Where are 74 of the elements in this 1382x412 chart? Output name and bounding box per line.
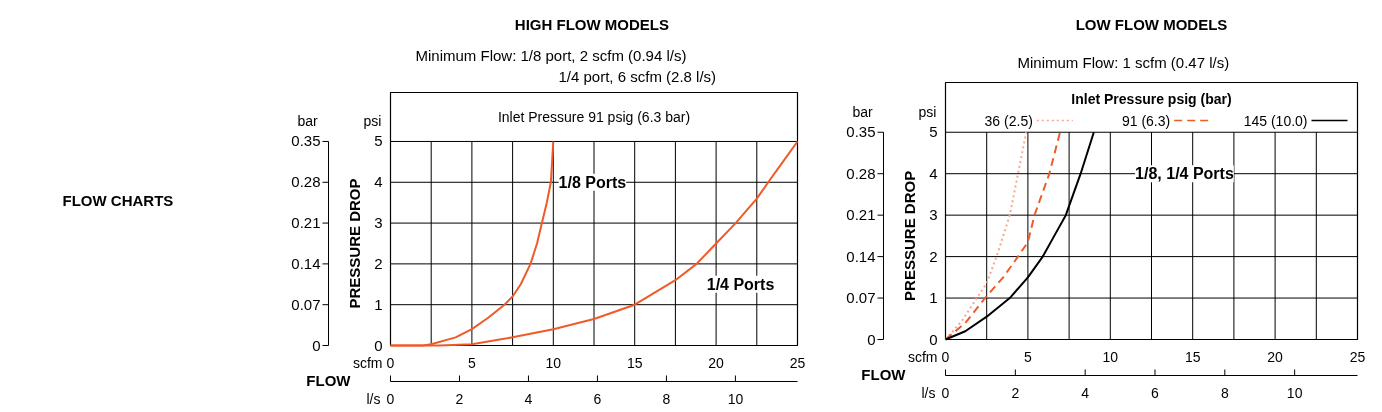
x-tick-label: 0 <box>386 354 395 371</box>
text: l/s <box>366 390 381 407</box>
text: bar <box>852 104 873 121</box>
x-tick-label: 5 <box>468 354 477 371</box>
text: FLOW <box>306 372 352 389</box>
y-tick-label: 5 <box>374 132 383 150</box>
x2-tick-label: 8 <box>1220 384 1229 401</box>
y-tick-label: 4 <box>929 164 938 182</box>
text: l/s <box>921 384 936 401</box>
text: FLOW <box>861 366 907 383</box>
text: psi <box>363 113 382 130</box>
y-axis-title: PRESSURE DROP <box>901 170 918 301</box>
series-label: 1/8 Ports <box>558 173 627 191</box>
y-tick-label: 0 <box>374 336 383 354</box>
chart-subtitle: Minimum Flow: 1/8 port, 2 scfm (0.94 l/s) 1/4 port, 6 scfm (2.8 l/s) <box>415 47 717 85</box>
x2-tick-label: 0 <box>386 390 395 407</box>
legend-label: 36 (2.5) <box>984 112 1033 129</box>
x2-tick-label: 6 <box>593 390 602 407</box>
x-tick-label: 5 <box>1024 348 1033 365</box>
y-tick-label: 5 <box>929 123 938 141</box>
y2-tick-label: 0 <box>312 336 321 354</box>
x2-tick-label: 10 <box>1286 384 1303 401</box>
text: bar <box>297 113 318 130</box>
legend-label: 145 (10.0) <box>1243 112 1308 129</box>
annotation: 1/8, 1/4 Ports <box>1135 165 1234 183</box>
x2-tick-label: 6 <box>1151 384 1160 401</box>
y2-tick-label: 0.35 <box>846 123 876 141</box>
y2-tick-label: 0.14 <box>846 247 876 265</box>
text: scfm <box>907 348 938 365</box>
x2-tick-label: 4 <box>524 390 533 407</box>
y-axis-title: PRESSURE DROP <box>346 178 363 309</box>
y-tick-label: 0 <box>929 330 938 348</box>
x-tick-label: 20 <box>1267 348 1284 365</box>
series-label: 1/4 Ports <box>706 275 775 293</box>
y-tick-label: 3 <box>929 206 938 224</box>
x2-tick-label: 10 <box>727 390 744 407</box>
x2-tick-label: 2 <box>1011 384 1020 401</box>
x-tick-label: 10 <box>545 354 562 371</box>
y2-tick-label: 0.21 <box>291 214 321 232</box>
x2-tick-label: 0 <box>941 384 950 401</box>
x2-tick-label: 2 <box>455 390 464 407</box>
y2-tick-label: 0.28 <box>291 173 321 191</box>
y-tick-label: 1 <box>374 295 383 313</box>
x-tick-label: 15 <box>1184 348 1201 365</box>
y2-tick-label: 0.35 <box>291 132 321 150</box>
text: psi <box>918 104 937 121</box>
x2-tick-label: 4 <box>1081 384 1090 401</box>
legend-label: 91 (6.3) <box>1121 112 1171 129</box>
x-tick-label: 0 <box>941 348 950 365</box>
y-tick-label: 4 <box>374 173 383 191</box>
y-tick-label: 1 <box>929 289 938 307</box>
x-tick-label: 25 <box>789 354 806 371</box>
x2-tick-label: 8 <box>662 390 671 407</box>
x-tick-label: 25 <box>1349 348 1366 365</box>
y2-tick-label: 0.28 <box>846 164 876 182</box>
y2-tick-label: 0 <box>867 330 876 348</box>
chart-subtitle: Minimum Flow: 1 scfm (0.47 l/s) <box>1017 54 1230 71</box>
text: scfm <box>352 354 383 371</box>
y2-tick-label: 0.07 <box>846 289 876 307</box>
legend-title: Inlet Pressure psig (bar) <box>1071 90 1232 107</box>
y2-tick-label: 0.14 <box>291 254 321 272</box>
x-tick-label: 10 <box>1102 348 1119 365</box>
x-tick-label: 15 <box>626 354 643 371</box>
line-series <box>944 131 1062 341</box>
y-tick-label: 2 <box>929 247 938 265</box>
chart-title: LOW FLOW MODELS <box>1075 16 1228 33</box>
y-tick-label: 3 <box>374 214 383 232</box>
annotation: Inlet Pressure 91 psig (6.3 bar) <box>497 108 691 125</box>
chart-title: HIGH FLOW MODELS <box>514 16 669 33</box>
y2-tick-label: 0.07 <box>291 295 321 313</box>
text: FLOW CHARTS <box>62 192 174 209</box>
y2-tick-label: 0.21 <box>846 206 876 224</box>
x-tick-label: 20 <box>708 354 725 371</box>
y-tick-label: 2 <box>374 254 383 272</box>
